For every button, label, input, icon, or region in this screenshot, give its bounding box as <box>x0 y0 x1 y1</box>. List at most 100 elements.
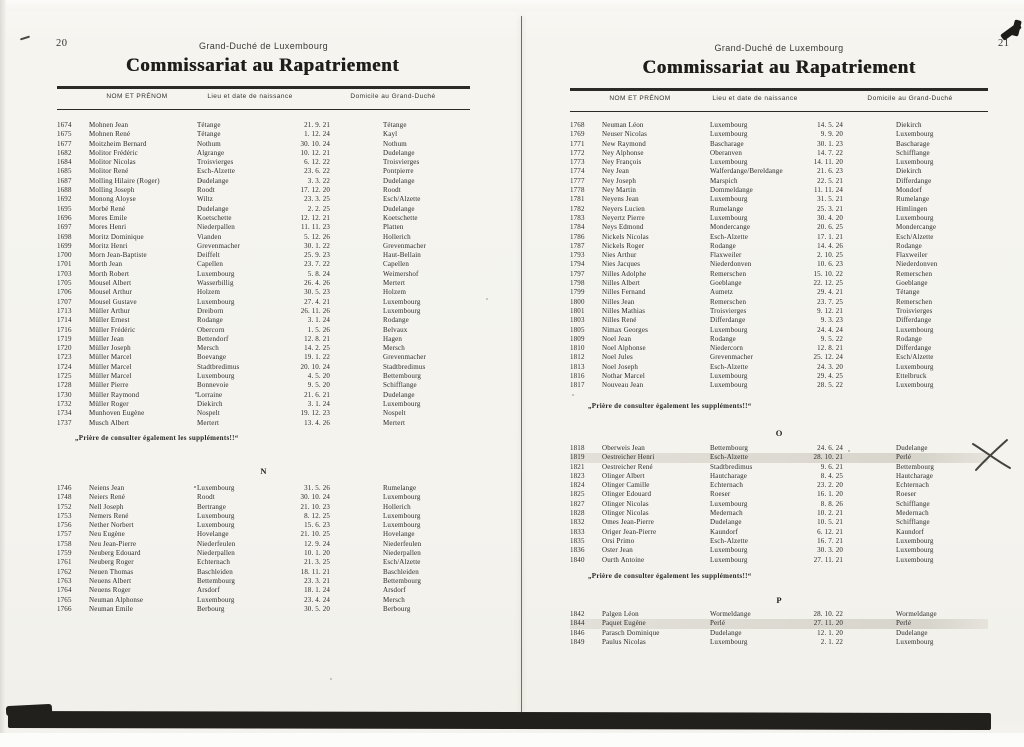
entry-domicile: Tétange <box>383 121 407 129</box>
entry-birthplace: Luxembourg <box>197 269 235 278</box>
entry-name: Neuens Roger <box>89 586 131 595</box>
header-rule-thick-right <box>570 88 988 91</box>
entry-name: Ney Joseph <box>602 176 636 185</box>
entry-domicile: Luxembourg <box>383 297 421 306</box>
publication-line-left: Grand-Duché de Luxembourg <box>198 41 329 51</box>
table-row: 1701 Morth Jean Capellen 23. 7. 22 Capel… <box>57 260 470 269</box>
entry-domicile: Differdange <box>896 176 932 185</box>
entry-birthdate: 27. 11. 20 <box>813 619 843 628</box>
entry-domicile: Himlingen <box>896 204 928 213</box>
table-row: 1793 Nies Arthur Flaxweiler 2. 10. 25 Fl… <box>570 251 988 260</box>
entry-number: 1677 <box>57 139 72 148</box>
entry-domicile: Luxembourg <box>896 130 934 139</box>
entry-name: Neiens Jean <box>89 484 125 492</box>
entry-birthplace: Luxembourg <box>710 555 748 564</box>
entry-domicile: Hautcharage <box>896 471 934 480</box>
entry-birthplace: Rodange <box>197 316 223 325</box>
entry-name: Nilles Fernand <box>602 288 646 297</box>
entry-name: Mousel Gustave <box>89 297 137 306</box>
entry-birthplace: Dudelange <box>710 628 742 637</box>
entry-birthplace: Luxembourg <box>710 499 748 508</box>
entry-birthdate: 23. 3. 25 <box>304 195 330 204</box>
table-row: 1801 Nilles Mathias Troisvierges 9. 12. … <box>570 307 988 316</box>
entry-birthdate: 30. 5. 20 <box>304 604 330 613</box>
table-row: 1706 Mousel Arthur Holzem 30. 5. 23 Holz… <box>57 288 470 297</box>
entry-domicile: Luxembourg <box>896 555 934 564</box>
entry-name: Neiers René <box>89 493 126 502</box>
entry-number: 1817 <box>570 381 585 390</box>
entry-birthdate: 15. 10. 22 <box>813 269 843 278</box>
table-row: 1840 Ourth Antoine Luxembourg 27. 11. 21… <box>570 556 988 565</box>
table-row: 1844 Paquet Eugène Perlé 27. 11. 20 Perl… <box>570 619 988 629</box>
column-header-naissance: Lieu et date de naissance <box>712 95 798 102</box>
entry-domicile: Luxembourg <box>896 362 934 371</box>
scan-top-edge <box>0 0 1024 12</box>
table-row: 1684 Molitor Nicolas Troisvierges 6. 12.… <box>57 158 470 167</box>
entry-birthdate: 10. 6. 23 <box>817 260 843 269</box>
entry-domicile: Luxembourg <box>383 521 421 530</box>
entry-domicile: Grevenmacher <box>383 353 426 362</box>
entry-name: Nouveau Jean <box>602 381 644 390</box>
table-row: 1774 Ney Jean Walferdange/Bereldange 21.… <box>570 167 988 176</box>
entry-name: Moritz Henri <box>89 241 128 250</box>
entry-name: Nilles Jean <box>602 297 635 306</box>
entry-name: Oster Jean <box>602 546 633 555</box>
entry-birthplace: Luxembourg <box>710 546 748 555</box>
entry-birthdate: 24. 3. 20 <box>817 362 843 371</box>
table-row: 1703 Morth Robert Luxembourg 5. 8. 24 We… <box>57 270 470 279</box>
entry-name: Nether Norbert <box>89 521 134 530</box>
page-fold-line <box>521 16 522 712</box>
entry-number: 1821 <box>570 462 585 471</box>
entry-domicile: Dudelange <box>896 628 928 637</box>
entry-name: Oberweis Jean <box>602 444 645 452</box>
entry-birthplace: Rumelange <box>710 204 744 213</box>
entry-number: 1746 <box>57 484 72 492</box>
entry-birthplace: Roeser <box>710 490 731 499</box>
entry-number: 1732 <box>57 399 72 408</box>
entry-domicile: Dudelange <box>383 390 415 399</box>
entry-name: Nickels Roger <box>602 241 645 250</box>
table-row: 1730 Müller Raymond Lorraine 21. 6. 21 D… <box>57 391 470 400</box>
entry-birthdate: 9. 5. 22 <box>820 334 843 343</box>
entry-domicile: Pontpierre <box>383 167 414 176</box>
entry-number: 1799 <box>570 288 585 297</box>
publication-line-right: Grand-Duché de Luxembourg <box>714 43 844 53</box>
entry-birthplace: Koetschette <box>197 213 232 222</box>
entry-number: 1752 <box>57 502 72 511</box>
entry-number: 1793 <box>570 251 585 260</box>
entry-birthdate: 20. 6. 25 <box>817 223 843 232</box>
entry-birthplace: Luxembourg <box>197 484 235 492</box>
entry-birthdate: 11. 11. 24 <box>814 186 843 195</box>
table-row: 1787 Nickels Roger Rodange 14. 4. 26 Rod… <box>570 242 988 251</box>
table-row: 1773 Ney François Luxembourg 14. 11. 20 … <box>570 158 988 167</box>
table-row: 1724 Müller Marcel Stadtbredimus 20. 10.… <box>57 363 470 372</box>
entry-birthdate: 14. 2. 25 <box>304 344 330 353</box>
entry-name: Palgen Léon <box>602 610 639 618</box>
entry-name: Ourth Antoine <box>602 555 645 564</box>
entry-birthplace: Differdange <box>710 316 746 325</box>
entry-domicile: Dudelange <box>383 148 415 157</box>
entry-name: Nell Joseph <box>89 502 124 511</box>
entry-number: 1823 <box>570 471 585 480</box>
entry-birthdate: 30. 5. 23 <box>304 288 330 297</box>
table-row: 1746 Neiens Jean Luxembourg 31. 5. 26 Ru… <box>57 484 470 493</box>
entry-birthplace: Luxembourg <box>710 130 748 139</box>
entry-birthdate: 22. 5. 21 <box>817 176 843 185</box>
entry-birthdate: 23. 7. 22 <box>304 260 330 269</box>
entry-birthplace: Luxembourg <box>710 121 748 129</box>
table-row: 1674 Mohnen Jean Tétange 21. 9. 21 Tétan… <box>57 121 470 130</box>
entry-birthplace: Luxembourg <box>710 637 748 646</box>
entry-birthplace: Mondercange <box>710 223 751 232</box>
table-row: 1810 Noel Alphonse Niedercorn 12. 8. 21 … <box>570 344 988 353</box>
entry-name: Moitzheim Bernard <box>89 139 147 148</box>
entry-number: 1728 <box>57 381 72 390</box>
entry-domicile: Hovelange <box>383 530 415 539</box>
entry-domicile: Kaundorf <box>896 527 925 536</box>
entry-name: Nilles René <box>602 316 637 325</box>
entry-birthdate: 28. 10. 22 <box>813 610 843 618</box>
entry-name: Molitor Frédéric <box>89 148 138 157</box>
entry-name: Nimax Georges <box>602 325 648 334</box>
entry-birthplace: Luxembourg <box>710 195 748 204</box>
entry-domicile: Nospelt <box>383 409 406 418</box>
entry-birthplace: Bettembourg <box>710 444 749 452</box>
